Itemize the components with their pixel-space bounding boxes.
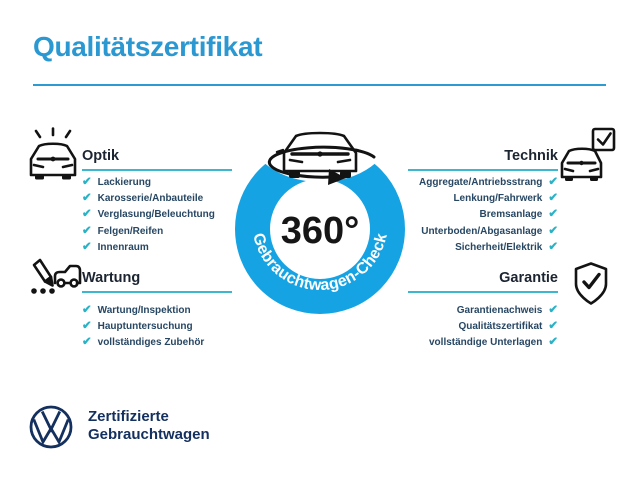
section-title-technik: Technik [504,148,558,164]
list-item: Qualitätszertifikat ✔ [360,318,558,334]
list-item-label: Qualitätszertifikat [458,321,543,333]
list-item-label: vollständiges Zubehör [97,337,205,349]
list-item: vollständige Unterlagen ✔ [360,335,558,351]
technik-header: Technik [360,147,558,165]
list-item-label: Innenraum [97,242,149,254]
check-icon: ✔ [82,224,92,237]
list-item: ✔ Wartung/Inspektion [82,302,204,318]
car-checkbox-icon [560,127,616,181]
check-icon: ✔ [548,192,558,205]
list-item: Unterboden/Abgasanlage ✔ [360,223,558,239]
list-item: Sicherheit/Elektrik ✔ [360,240,558,256]
optik-list: ✔ Lackierung ✔ Karosserie/Anbauteile ✔ Verg… [82,174,215,256]
list-item: ✔ Felgen/Reifen [82,223,215,239]
list-item: ✔ Lackierung [82,174,215,190]
brand-line-2: Gebrauchtwagen [88,425,210,443]
list-item-label: vollständige Unterlagen [429,337,543,349]
list-item: ✔ Innenraum [82,240,215,256]
list-item: Lenkung/Fahrwerk ✔ [360,190,558,206]
list-item-label: Wartung/Inspektion [97,304,191,316]
check-icon: ✔ [548,320,558,333]
list-item-label: Sicherheit/Elektrik [455,242,543,254]
list-item-label: Lenkung/Fahrwerk [453,193,543,205]
technik-list: Aggregate/Antriebsstrang ✔ Lenkung/Fahrwe… [360,174,558,256]
check-icon: ✔ [82,208,92,221]
list-item-label: Unterboden/Abgasanlage [421,225,543,237]
check-icon: ✔ [82,241,92,254]
section-title-wartung: Wartung [82,270,141,286]
check-icon: ✔ [548,303,558,316]
technik-divider [408,169,558,171]
car-360-icon [275,131,365,178]
pencil-car-icon [31,258,82,294]
section-title-garantie: Garantie [499,270,558,286]
list-item: Aggregate/Antriebsstrang ✔ [360,174,558,190]
check-icon: ✔ [82,336,92,349]
page-title: Qualitätszertifikat [33,31,263,62]
check-icon: ✔ [548,241,558,254]
check-icon: ✔ [548,175,558,188]
list-item: ✔ Verglasung/Beleuchtung [82,207,215,223]
wartung-divider [82,291,232,293]
list-item: ✔ vollständiges Zubehör [82,335,204,351]
garantie-header: Garantie [360,269,558,287]
wartung-list: ✔ Wartung/Inspektion ✔ Hauptuntersuchung ✔… [82,302,204,351]
list-item-label: Aggregate/Antriebsstrang [419,176,543,188]
check-icon: ✔ [82,192,92,205]
garantie-divider [408,291,558,293]
list-item: Garantienachweis ✔ [360,302,558,318]
list-item-label: Hauptuntersuchung [97,321,193,333]
list-item: Bremsanlage ✔ [360,207,558,223]
section-title-optik: Optik [82,148,120,164]
list-item-label: Lackierung [97,176,151,188]
list-item: ✔ Karosserie/Anbauteile [82,190,215,206]
shield-check-icon [574,262,608,305]
check-icon: ✔ [548,224,558,237]
car-sparkle-icon [29,127,77,180]
list-item-label: Bremsanlage [479,209,543,221]
degree-label: 360° [281,210,360,252]
check-icon: ✔ [82,320,92,333]
brand-claim: Zertifizierte Gebrauchtwagen [88,408,210,443]
check-icon: ✔ [548,336,558,349]
title-divider [33,84,606,86]
list-item-label: Karosserie/Anbauteile [97,193,204,205]
list-item-label: Garantienachweis [456,304,543,316]
list-item: ✔ Hauptuntersuchung [82,318,204,334]
vw-logo [29,405,73,449]
optik-divider [82,169,232,171]
brand-line-1: Zertifizierte [88,408,169,425]
list-item-label: Verglasung/Beleuchtung [97,209,215,221]
garantie-list: Garantienachweis ✔ Qualitätszertifikat ✔ v… [360,302,558,351]
check-icon: ✔ [82,303,92,316]
check-icon: ✔ [548,208,558,221]
check-icon: ✔ [82,175,92,188]
list-item-label: Felgen/Reifen [97,225,164,237]
